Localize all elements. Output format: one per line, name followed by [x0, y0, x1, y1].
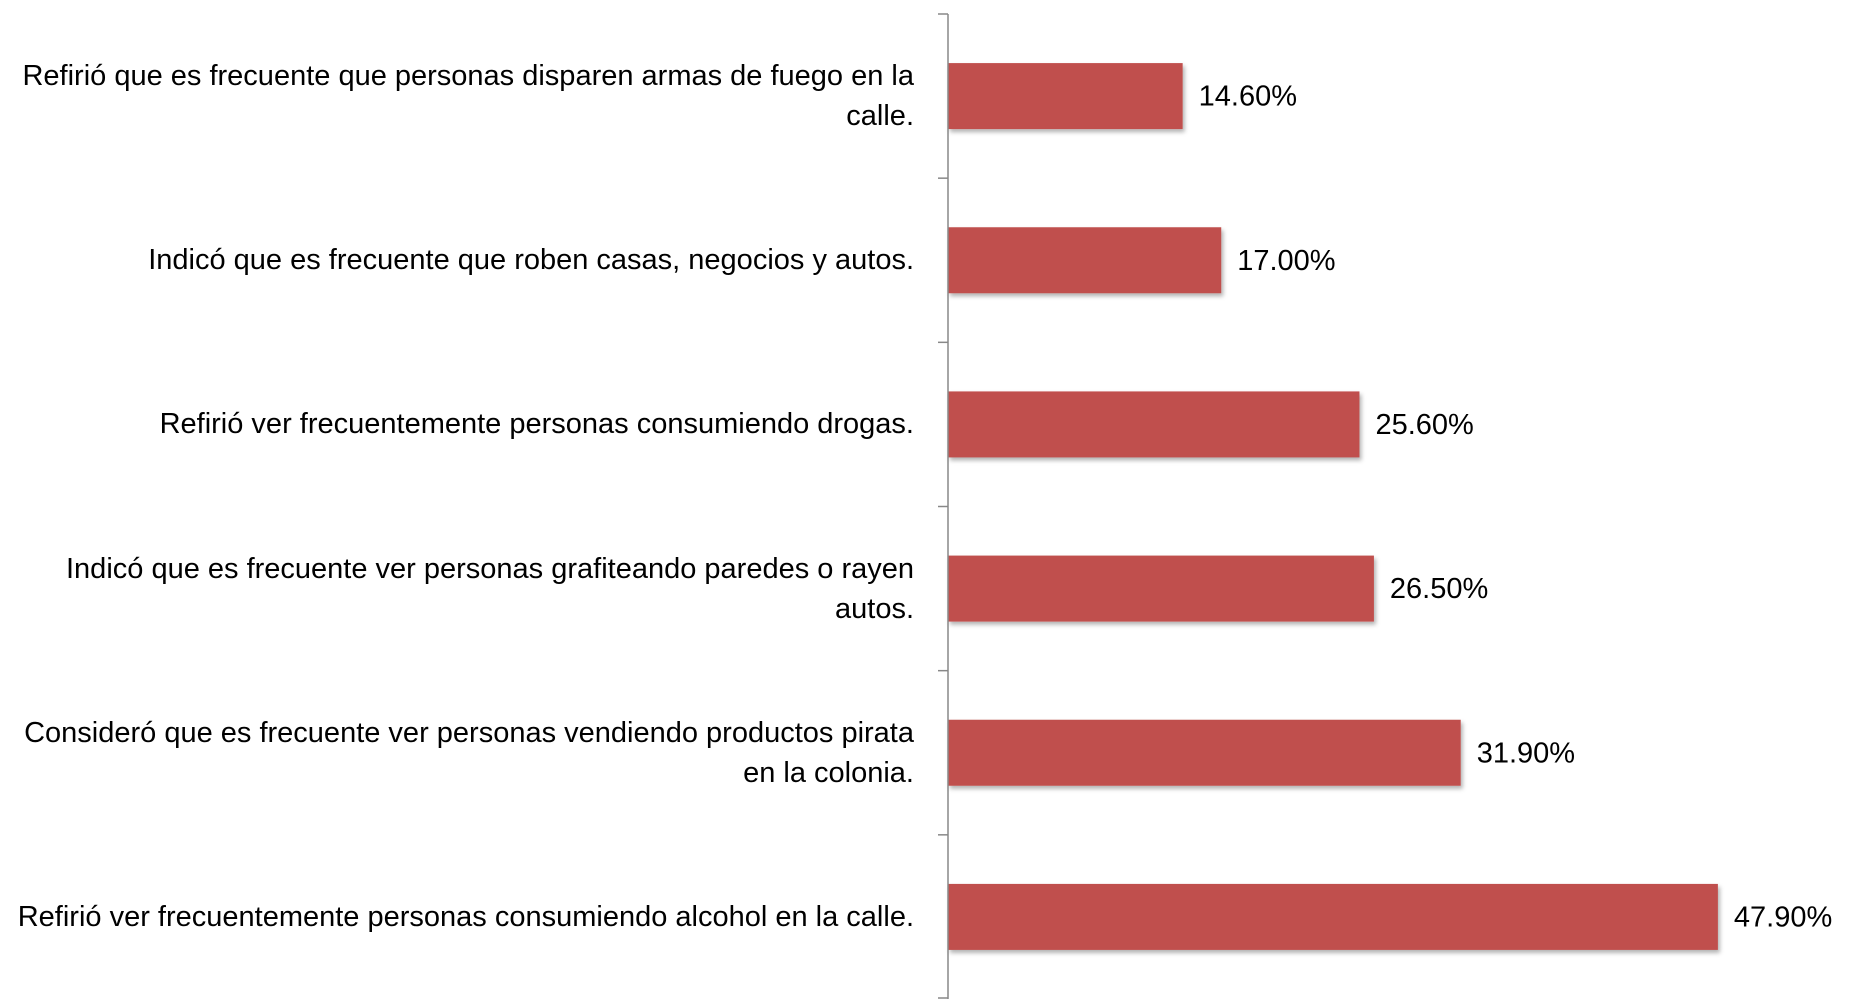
- category-label: Indicó que es frecuente que roben casas,…: [148, 244, 914, 277]
- bar: [948, 227, 1222, 294]
- category-label: Refirió ver frecuentemente personas cons…: [159, 408, 914, 441]
- bar: [948, 63, 1183, 130]
- data-label: 31.90%: [1477, 737, 1575, 769]
- bar: [948, 391, 1360, 458]
- category-label: Refirió ver frecuentemente personas cons…: [17, 900, 914, 933]
- data-label: 14.60%: [1199, 81, 1297, 113]
- bar: [948, 555, 1374, 622]
- bar: [948, 883, 1718, 950]
- bar: [948, 719, 1461, 786]
- data-label: 25.60%: [1375, 409, 1473, 441]
- data-label: 17.00%: [1237, 245, 1335, 277]
- data-label: 26.50%: [1390, 573, 1488, 605]
- category-label: Indicó que es frecuente ver personas gra…: [66, 552, 914, 625]
- category-label: Consideró que es frecuente ver personas …: [24, 716, 914, 789]
- data-label: 47.90%: [1734, 902, 1832, 934]
- category-label: Refirió que es frecuente que personas di…: [22, 60, 914, 133]
